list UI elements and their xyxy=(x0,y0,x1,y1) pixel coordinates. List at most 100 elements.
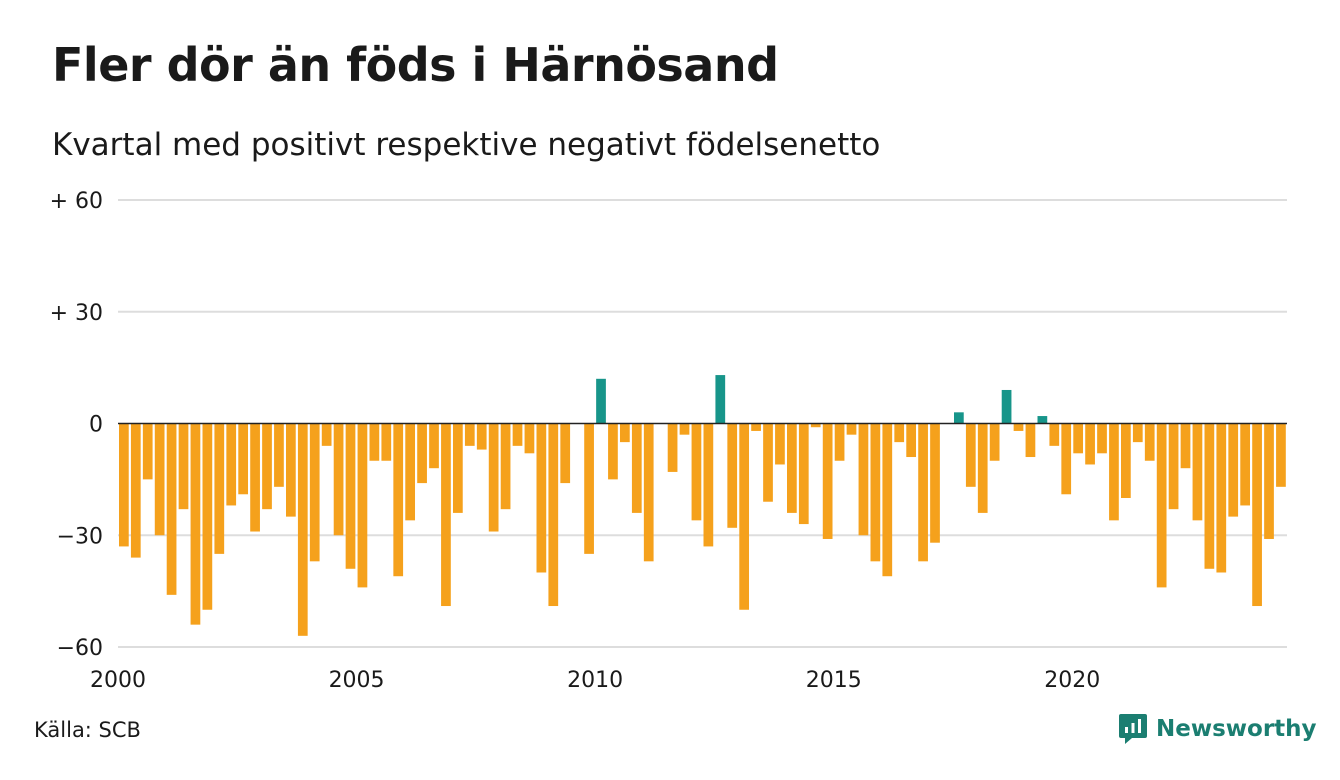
newsworthy-logo-icon xyxy=(1119,714,1147,744)
bar-negative xyxy=(894,423,905,443)
bar-negative xyxy=(333,423,344,536)
bar-negative xyxy=(1144,423,1155,461)
y-tick-label: −60 xyxy=(57,636,103,661)
bar-negative xyxy=(1109,423,1119,521)
bar-negative xyxy=(560,423,571,484)
chart-subtitle: Kvartal med positivt respektive negativt… xyxy=(52,127,881,163)
bar-negative xyxy=(226,423,237,506)
bar-negative xyxy=(834,423,845,461)
bar-negative xyxy=(190,423,201,625)
bar-negative xyxy=(810,423,821,428)
bar-negative xyxy=(166,423,177,595)
bar-negative xyxy=(727,423,738,528)
bar-negative xyxy=(453,423,463,513)
bar-negative xyxy=(154,423,165,536)
chart-title: Fler dör än föds i Härnösand xyxy=(52,38,779,92)
bar-negative xyxy=(500,423,511,510)
bar-negative xyxy=(1132,423,1143,443)
bar-negative xyxy=(1061,423,1072,495)
bar-negative xyxy=(691,423,702,521)
bar-negative xyxy=(178,423,189,510)
bar-positive xyxy=(954,412,964,424)
bars xyxy=(118,375,1287,636)
bar-negative xyxy=(119,423,129,547)
bar-negative xyxy=(464,423,475,446)
bar-negative xyxy=(429,423,439,469)
bar-negative xyxy=(858,423,869,536)
bar-negative xyxy=(441,423,451,607)
bar-negative xyxy=(1228,423,1239,517)
bar-negative xyxy=(798,423,809,525)
bar-negative xyxy=(906,423,917,458)
bar-negative xyxy=(1252,423,1262,607)
bar-negative xyxy=(977,423,988,513)
x-tick-label: 2000 xyxy=(90,668,146,693)
bar-positive xyxy=(715,375,726,424)
bar-negative xyxy=(297,423,308,636)
bar-negative xyxy=(405,423,416,521)
bar-negative xyxy=(1264,423,1274,539)
bar-negative xyxy=(1192,423,1203,521)
bar-positive xyxy=(596,378,606,424)
bar-negative xyxy=(1216,423,1227,573)
bar-negative xyxy=(286,423,296,517)
bar-negative xyxy=(381,423,392,461)
bar-negative xyxy=(417,423,427,484)
y-tick-label: 0 xyxy=(89,413,103,438)
bar-negative xyxy=(846,423,857,435)
bar-negative xyxy=(631,423,642,513)
bar-negative xyxy=(536,423,547,573)
bar-negative xyxy=(309,423,320,562)
bar-negative xyxy=(1085,423,1095,465)
bar-negative xyxy=(1073,423,1084,454)
bar-negative xyxy=(321,423,332,446)
bar-positive xyxy=(1037,416,1048,424)
bar-negative xyxy=(643,423,654,562)
x-tick-label: 2020 xyxy=(1044,668,1100,693)
bar-negative xyxy=(584,423,594,554)
bar-negative xyxy=(1025,423,1036,458)
bar-negative xyxy=(1204,423,1215,569)
bar-negative xyxy=(930,423,940,543)
bar-negative xyxy=(1240,423,1251,506)
x-tick-label: 2015 xyxy=(806,668,862,693)
bar-negative xyxy=(369,423,380,461)
y-tick-label: + 30 xyxy=(50,301,103,326)
grid-lines xyxy=(118,199,1287,648)
bar-negative xyxy=(882,423,893,577)
bar-negative xyxy=(1276,423,1286,487)
bar-negative xyxy=(1180,423,1191,469)
bar-negative xyxy=(822,423,833,539)
newsworthy-brand-name: Newsworthy xyxy=(1156,716,1317,742)
bar-negative xyxy=(787,423,797,513)
bar-negative xyxy=(1156,423,1167,588)
y-tick-label: + 60 xyxy=(50,189,103,214)
y-tick-label: −30 xyxy=(57,524,103,549)
bar-negative xyxy=(620,423,630,443)
bar-negative xyxy=(918,423,928,562)
bar-negative xyxy=(393,423,404,577)
bar-negative xyxy=(667,423,678,472)
bar-negative xyxy=(274,423,284,487)
x-tick-label: 2010 xyxy=(567,668,623,693)
bar-negative xyxy=(357,423,368,588)
bar-negative xyxy=(1049,423,1060,446)
bar-negative xyxy=(130,423,141,558)
bar-negative xyxy=(751,423,761,431)
bar-negative xyxy=(512,423,523,446)
bar-negative xyxy=(965,423,976,487)
bar-negative xyxy=(548,423,559,607)
bar-negative xyxy=(214,423,225,554)
bar-negative xyxy=(202,423,213,610)
bar-negative xyxy=(1168,423,1179,510)
bar-negative xyxy=(989,423,1000,461)
newsworthy-brand[interactable]: Newsworthy xyxy=(1118,712,1317,746)
bar-negative xyxy=(488,423,499,532)
bar-negative xyxy=(739,423,750,610)
axis-labels: + 60 + 30 0 −30 −60 2000 2005 2010 2015 2020 xyxy=(50,189,1101,693)
bar-negative xyxy=(703,423,714,547)
bar-negative xyxy=(775,423,785,465)
bar-negative xyxy=(1121,423,1131,498)
bar-negative xyxy=(476,423,487,450)
source-label: Källa: SCB xyxy=(34,718,141,742)
